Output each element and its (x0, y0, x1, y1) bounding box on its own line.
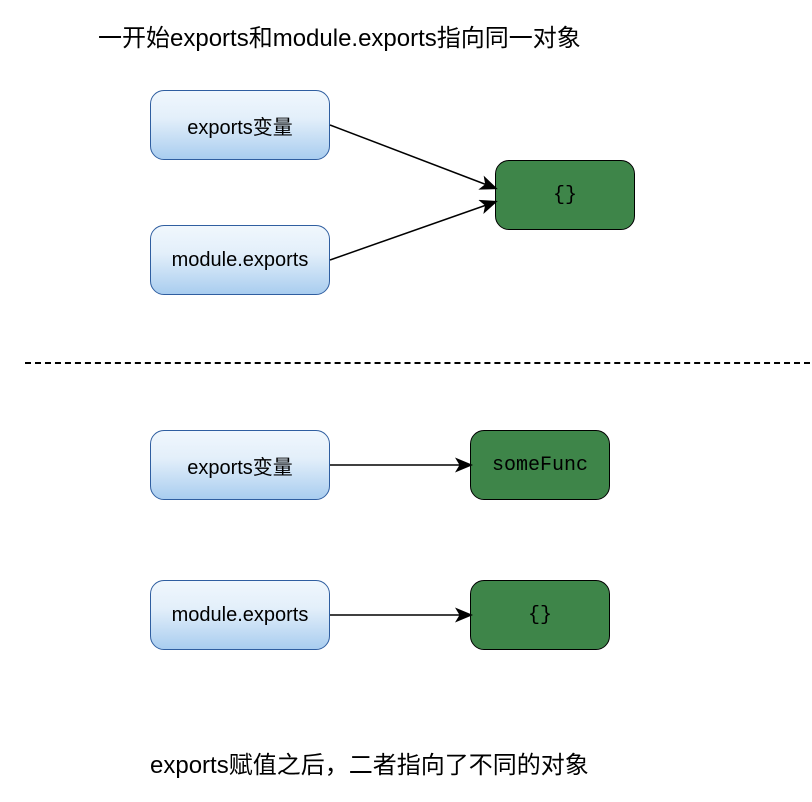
node-module-2-label: module.exports (172, 604, 309, 627)
node-module-2: module.exports (150, 580, 330, 650)
node-obj-2: {} (470, 580, 610, 650)
node-somefunc-label: someFunc (492, 454, 588, 477)
node-obj-1: {} (495, 160, 635, 230)
edge-exports1-obj (330, 125, 495, 188)
edge-module1-obj (330, 202, 495, 260)
node-exports-2: exports变量 (150, 430, 330, 500)
diagram-canvas: 一开始exports和module.exports指向同一对象 exports变… (0, 0, 812, 802)
title-top: 一开始exports和module.exports指向同一对象 (98, 18, 581, 53)
section-divider (25, 362, 810, 364)
arrows-layer (0, 0, 812, 802)
title-top-text: 一开始exports和module.exports指向同一对象 (98, 25, 581, 52)
node-obj-1-label: {} (553, 184, 577, 207)
node-module-1: module.exports (150, 225, 330, 295)
node-obj-2-label: {} (528, 604, 552, 627)
node-exports-1: exports变量 (150, 90, 330, 160)
node-exports-1-label: exports变量 (187, 111, 293, 140)
node-somefunc: someFunc (470, 430, 610, 500)
title-bottom-text: exports赋值之后，二者指向了不同的对象 (150, 752, 589, 779)
title-bottom: exports赋值之后，二者指向了不同的对象 (150, 745, 589, 780)
node-exports-2-label: exports变量 (187, 451, 293, 480)
node-module-1-label: module.exports (172, 249, 309, 272)
